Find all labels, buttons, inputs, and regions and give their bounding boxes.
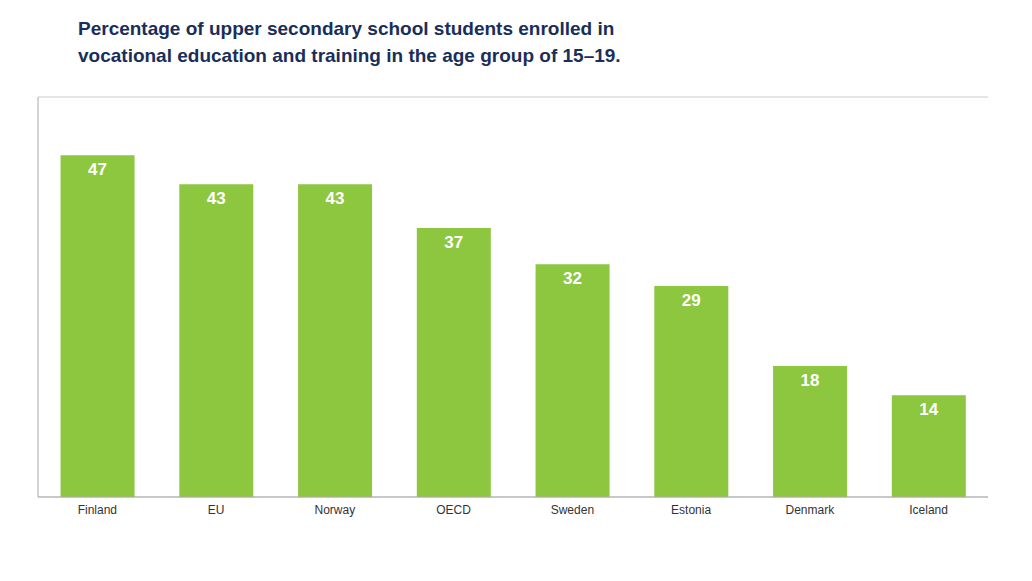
- svg-text:43: 43: [207, 190, 226, 209]
- svg-text:Denmark: Denmark: [786, 503, 836, 517]
- svg-text:32: 32: [563, 270, 582, 289]
- svg-text:18: 18: [801, 371, 820, 390]
- svg-text:14: 14: [919, 400, 938, 419]
- svg-text:29: 29: [682, 291, 701, 310]
- svg-text:Sweden: Sweden: [551, 503, 594, 517]
- html-text:vocational education and train: vocational education and training in the…: [78, 44, 621, 66]
- svg-text:47: 47: [88, 160, 107, 179]
- svg-text:Finland: Finland: [78, 503, 117, 517]
- html-text:Percentage of upper secondary: Percentage of upper secondary school stu…: [78, 18, 615, 39]
- svg-text:37: 37: [444, 233, 463, 252]
- svg-text:Estonia: Estonia: [671, 503, 711, 517]
- svg-text:Iceland: Iceland: [909, 503, 948, 517]
- svg-text:Norway: Norway: [315, 503, 356, 517]
- svg-text:EU: EU: [208, 503, 225, 517]
- svg-text:43: 43: [326, 190, 345, 209]
- svg-text:OECD: OECD: [436, 503, 471, 517]
